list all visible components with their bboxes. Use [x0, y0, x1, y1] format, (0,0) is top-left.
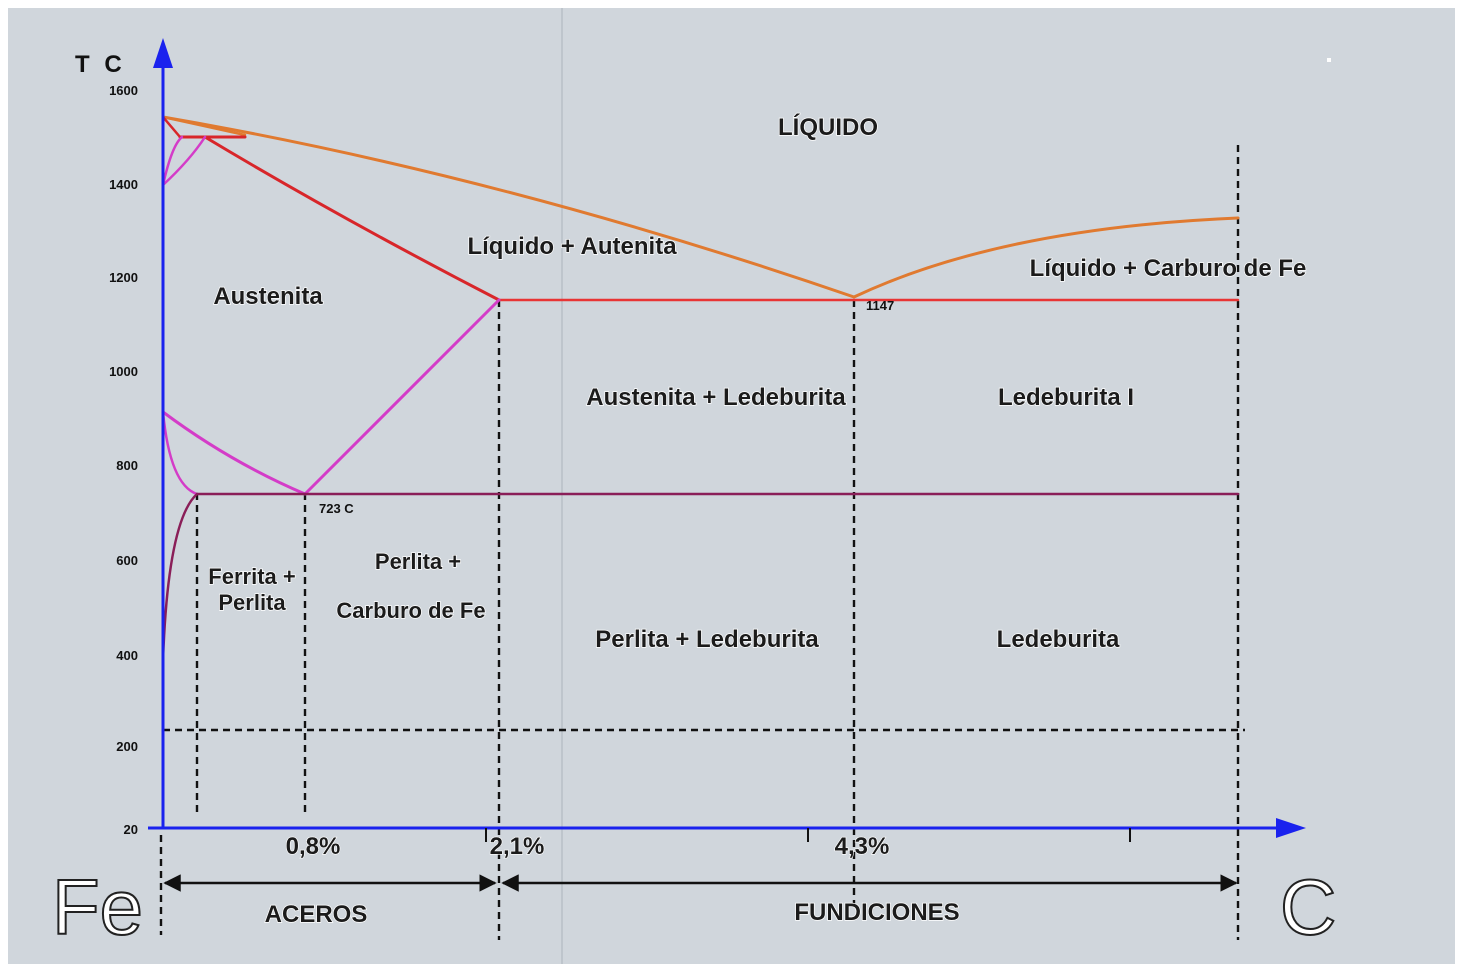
region-ledeburita-1: Ledeburita I	[998, 384, 1134, 411]
aceros-label: ACEROS	[265, 901, 368, 928]
region-ferrita-perlita-line1: Ferrita +	[208, 564, 295, 589]
y-tick-labels: 1600 1400 1200 1000 800 600 400 200 20	[109, 83, 138, 837]
region-austenita-ledeburita: Austenita + Ledeburita	[586, 384, 846, 411]
delta-gamma-boundary-1	[161, 135, 184, 187]
a3-line	[161, 410, 307, 496]
acm-line	[303, 298, 501, 496]
x-tick-label-4-3: 4,3%	[835, 833, 890, 860]
dashed-guides	[159, 145, 1245, 940]
region-ledeburita: Ledeburita	[997, 626, 1120, 653]
region-perlita-ledeburita: Perlita + Ledeburita	[595, 626, 819, 653]
delta-solidus	[161, 115, 182, 139]
liquidus-line-left	[161, 115, 856, 299]
y-tick-label-20: 20	[124, 822, 138, 837]
x-tick-label-0-8: 0,8%	[286, 833, 341, 860]
region-liquido-austenita: Líquido + Autenita	[467, 233, 677, 260]
region-ferrita-perlita-line2: Perlita	[218, 590, 286, 615]
y-tick-label-1200: 1200	[109, 270, 138, 285]
y-axis-arrow	[153, 38, 173, 68]
element-fe-label: Fe	[52, 863, 143, 951]
diagram-background	[8, 8, 1455, 964]
fundiciones-label: FUNDICIONES	[794, 899, 959, 926]
y-tick-label-1600: 1600	[109, 83, 138, 98]
y-tick-label-200: 200	[116, 739, 138, 754]
y-tick-label-1000: 1000	[109, 364, 138, 379]
element-c-label: C	[1280, 863, 1336, 951]
x-tick-label-2-1: 2,1%	[490, 833, 545, 860]
annotation-1147: 1147	[866, 298, 894, 313]
liquidus-line-right	[852, 216, 1240, 299]
solidus-line	[203, 135, 501, 302]
region-liquido: LÍQUIDO	[778, 113, 878, 141]
y-tick-label-800: 800	[116, 458, 138, 473]
x-tick-labels: 0,8% 2,1% 4,3%	[285, 832, 890, 860]
x-axis-arrow	[1276, 818, 1306, 838]
y-tick-label-1400: 1400	[109, 177, 138, 192]
delta-gamma-boundary-2	[161, 135, 207, 187]
y-tick-label-600: 600	[116, 553, 138, 568]
region-liquido-carburo: Líquido + Carburo de Fe	[1030, 255, 1307, 282]
region-austenita: Austenita	[213, 283, 323, 310]
ferrite-solubility-line	[161, 492, 199, 662]
phase-lines	[161, 115, 1240, 662]
axes	[148, 38, 1306, 842]
y-tick-label-400: 400	[116, 648, 138, 663]
annotation-723: 723 C	[319, 501, 354, 516]
corner-dot	[1327, 58, 1331, 62]
delta-liquidus	[161, 115, 247, 137]
ferrite-solvus	[161, 410, 199, 496]
y-axis-label: T C	[75, 51, 126, 78]
region-perlita-carburo-line2: Carburo de Fe	[336, 598, 485, 623]
region-perlita-carburo-line1: Perlita +	[375, 549, 461, 574]
